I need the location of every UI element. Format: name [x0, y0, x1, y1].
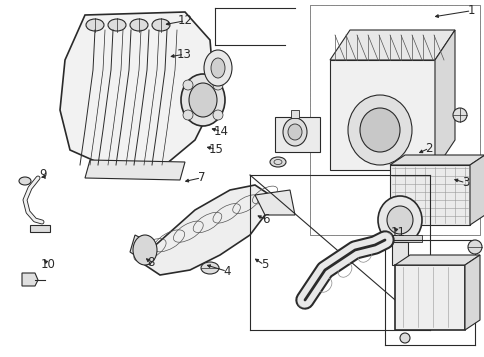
Polygon shape [22, 273, 38, 286]
Polygon shape [389, 155, 484, 165]
Ellipse shape [287, 124, 302, 140]
Text: 14: 14 [213, 125, 228, 138]
Ellipse shape [211, 58, 225, 78]
Text: 2: 2 [424, 142, 432, 155]
Polygon shape [145, 185, 270, 275]
Text: 3: 3 [461, 176, 469, 189]
Ellipse shape [133, 235, 157, 265]
Polygon shape [274, 117, 319, 152]
Ellipse shape [130, 19, 148, 31]
Polygon shape [255, 190, 294, 215]
Polygon shape [391, 242, 407, 265]
Text: 10: 10 [41, 258, 56, 271]
Text: 12: 12 [178, 14, 192, 27]
Polygon shape [377, 235, 421, 242]
Ellipse shape [19, 177, 31, 185]
Ellipse shape [200, 262, 219, 274]
Ellipse shape [270, 157, 286, 167]
Text: 13: 13 [177, 48, 191, 61]
Polygon shape [30, 225, 50, 232]
Text: 1: 1 [467, 4, 474, 17]
Polygon shape [60, 12, 214, 170]
Text: 11: 11 [391, 226, 405, 238]
Ellipse shape [386, 206, 412, 234]
Polygon shape [389, 165, 469, 225]
Bar [290, 110, 298, 118]
Text: 8: 8 [147, 256, 155, 269]
Ellipse shape [359, 108, 399, 152]
Bar [309, 5, 479, 235]
Text: 9: 9 [39, 169, 46, 181]
Text: 4: 4 [223, 265, 230, 278]
Ellipse shape [283, 118, 306, 146]
Polygon shape [394, 265, 464, 330]
Text: 15: 15 [208, 143, 223, 156]
Polygon shape [469, 155, 484, 225]
Text: 7: 7 [197, 171, 205, 184]
Ellipse shape [399, 333, 409, 343]
Ellipse shape [348, 95, 411, 165]
Polygon shape [394, 255, 479, 265]
Ellipse shape [212, 110, 223, 120]
Polygon shape [329, 60, 434, 170]
Ellipse shape [377, 196, 421, 244]
Text: 5: 5 [260, 258, 268, 271]
Ellipse shape [467, 240, 481, 254]
Polygon shape [434, 30, 454, 170]
Ellipse shape [212, 80, 223, 90]
Ellipse shape [452, 108, 466, 122]
Ellipse shape [189, 83, 216, 117]
Ellipse shape [86, 19, 104, 31]
Polygon shape [329, 30, 454, 60]
Text: 6: 6 [261, 213, 269, 226]
Ellipse shape [204, 50, 231, 86]
Ellipse shape [182, 110, 193, 120]
Ellipse shape [181, 74, 225, 126]
Polygon shape [130, 235, 155, 265]
Polygon shape [464, 255, 479, 330]
Polygon shape [85, 160, 184, 180]
Ellipse shape [151, 19, 170, 31]
Ellipse shape [108, 19, 126, 31]
Ellipse shape [182, 80, 193, 90]
